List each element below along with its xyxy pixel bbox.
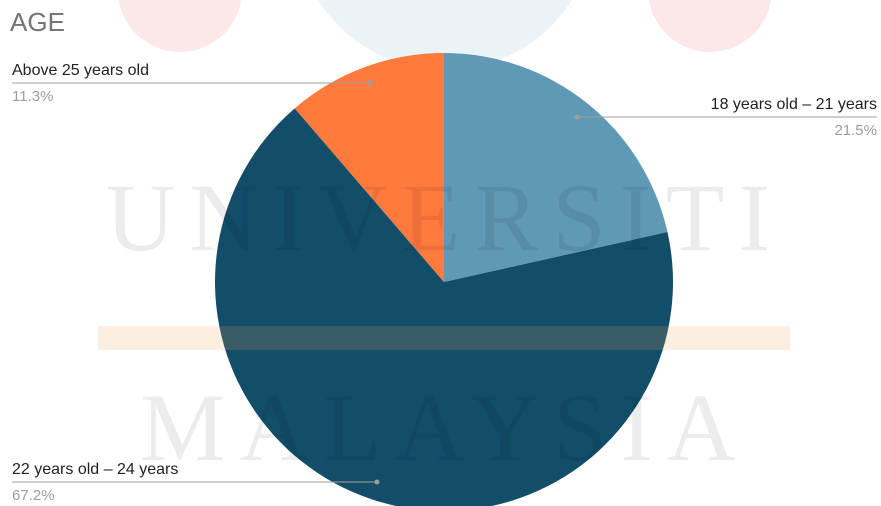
leader-dot — [574, 114, 580, 120]
pie — [215, 53, 674, 506]
pie-slice — [444, 53, 668, 282]
watermark-text: UNIVERSITI — [106, 164, 785, 271]
legend-label: 22 years old – 24 years — [12, 461, 178, 478]
value-label: 21.5% — [834, 122, 877, 139]
labels: 18 years old – 21 years 21.5% 22 years old… — [12, 62, 877, 504]
watermark-bar — [98, 326, 790, 350]
leader-dot — [374, 479, 380, 485]
watermark-text: MALAYSIA — [140, 374, 750, 481]
watermark: UNIVERSITI MALAYSIA — [98, 164, 790, 481]
chart-title: AGE — [10, 7, 65, 37]
watermark-circle — [648, 0, 772, 52]
pie-slice — [215, 108, 674, 506]
watermark-circle — [318, 0, 572, 70]
legend-label: Above 25 years old — [12, 62, 149, 79]
watermark-circle — [118, 0, 242, 52]
value-label: 11.3% — [12, 88, 53, 105]
legend-label: 18 years old – 21 years — [711, 96, 877, 113]
pie-slice — [294, 53, 444, 282]
watermark-shapes — [118, 0, 772, 70]
leader-dot — [367, 80, 373, 86]
value-label: 67.2% — [12, 487, 55, 504]
